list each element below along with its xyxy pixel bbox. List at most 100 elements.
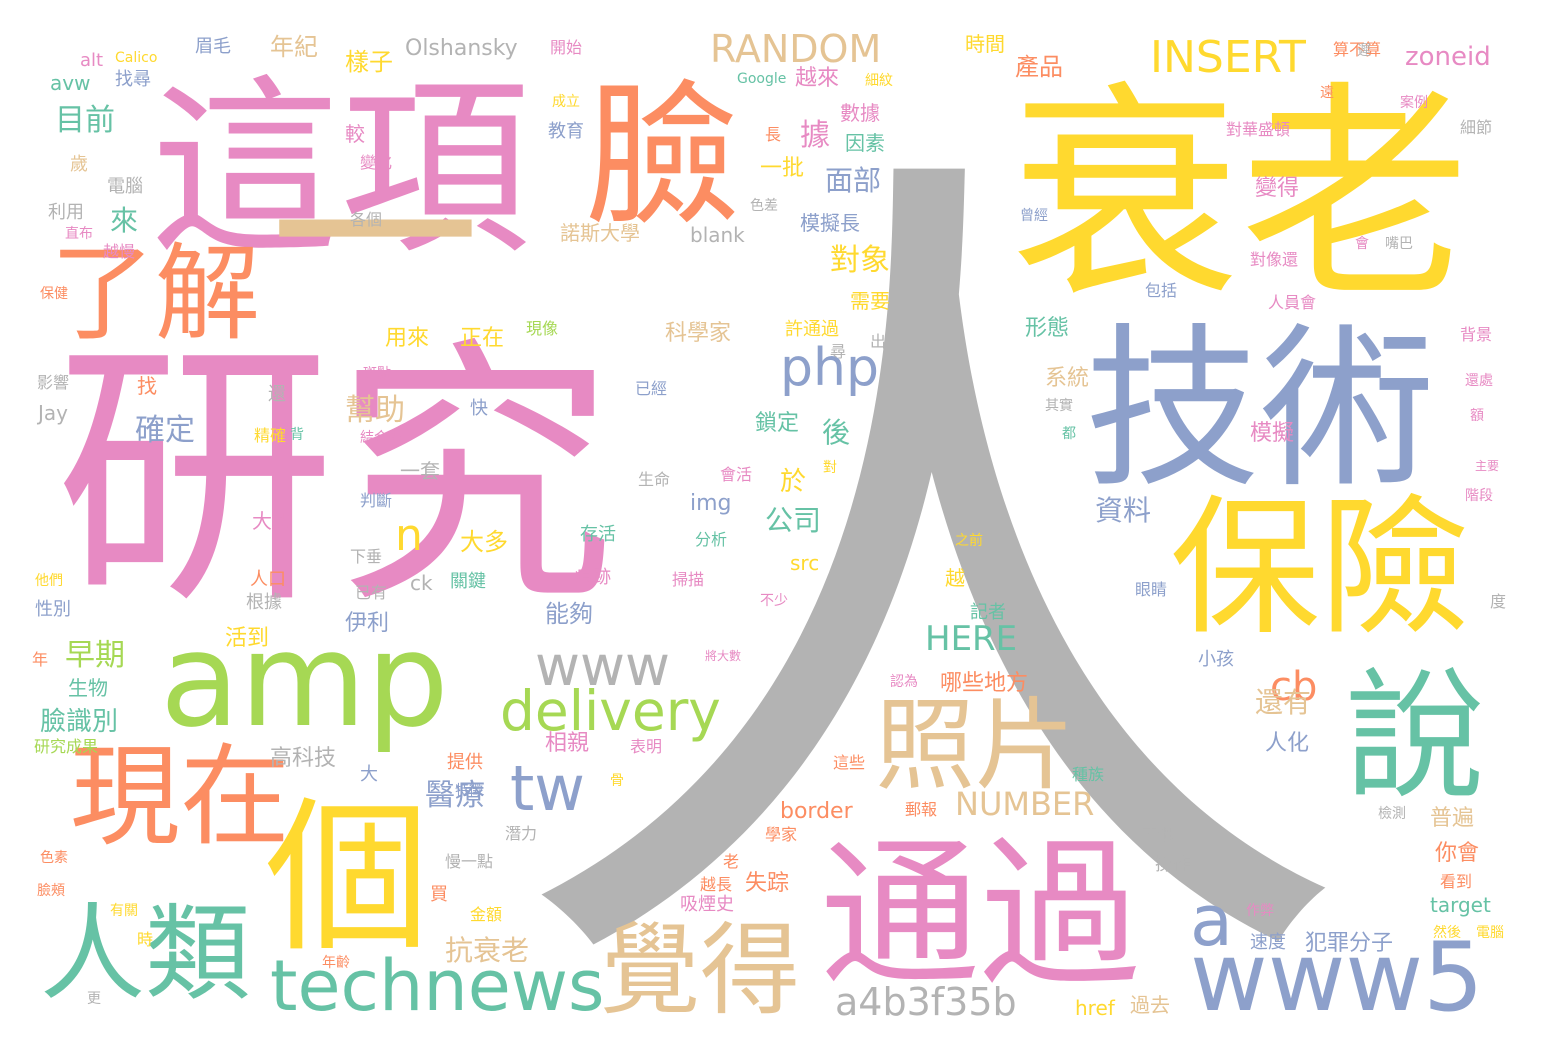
word-w157: 電腦 <box>1476 925 1504 941</box>
word-www: www <box>535 634 670 698</box>
word-w38: 對象 <box>830 243 890 278</box>
word-w121: 一套 <box>400 459 440 483</box>
word-w167: 出 <box>870 332 886 351</box>
word-w110: 算不算 <box>1333 40 1381 59</box>
word-n: n <box>395 510 423 561</box>
word-w32: 目前 <box>55 103 115 138</box>
word-w133: 買 <box>430 884 448 905</box>
word-w96: 越慢 <box>103 242 135 261</box>
word-w181: 精確 <box>254 426 286 445</box>
word-w197: 遠 <box>1320 85 1334 101</box>
word-w195: 對 <box>823 460 837 476</box>
word-ck: ck <box>410 571 433 595</box>
word-w116: 背景 <box>1460 325 1492 344</box>
word-w37: 面部 <box>825 164 881 197</box>
word-w134: 提供 <box>447 752 483 773</box>
word-random: RANDOM <box>710 27 881 71</box>
word-w180: 結合來 <box>360 430 402 446</box>
word-www5: www5 <box>1190 923 1484 1033</box>
word-a: a <box>1190 880 1233 962</box>
word-w190: 遲 <box>1357 43 1371 59</box>
word-w88: 過去 <box>1130 993 1170 1017</box>
word-w155: 看到 <box>1440 872 1472 891</box>
word-w184: 保健 <box>40 286 68 302</box>
word-w55: 模擬 <box>1250 421 1294 446</box>
word-w152: 認為 <box>890 674 918 690</box>
word-w69: 後 <box>822 416 850 449</box>
word-w11: 通過 <box>820 821 1140 1008</box>
word-w10: 個 <box>265 782 430 974</box>
word-w124: 分析 <box>695 530 727 549</box>
word-w137: 操作 <box>1155 854 1191 875</box>
word-w112: 對華盛頓 <box>1226 120 1290 139</box>
word-w151: 郵報 <box>905 800 937 819</box>
word-w67: 活到 <box>225 626 269 651</box>
word-w194: 越長 <box>700 875 732 894</box>
word-w73: 因素 <box>845 131 885 155</box>
word-w107: 眉毛 <box>195 36 231 57</box>
word-avw: avw <box>50 71 90 95</box>
word-w111: 細節 <box>1460 118 1492 137</box>
word-w170: 主要 <box>1475 459 1499 473</box>
word-w193: 老 <box>723 852 739 871</box>
word-w128: 掃描 <box>672 570 704 589</box>
word-w68: 鎖定 <box>755 411 799 436</box>
word-w148: 大 <box>360 764 378 785</box>
word-w158: 作弊 <box>1246 903 1274 919</box>
word-w117: 眼睛 <box>1135 580 1167 599</box>
word-w57: 普遍 <box>1430 806 1474 831</box>
word-w164: 嘴巴 <box>1385 236 1413 252</box>
word-alt: alt <box>80 50 103 71</box>
word-w4: 衰老 <box>1010 63 1470 330</box>
word-w163: 曾經 <box>1020 208 1048 224</box>
word-w13: 現在 <box>70 733 290 861</box>
word-border: border <box>780 799 854 824</box>
word-w150: 這些 <box>833 753 865 772</box>
word-w144: 更 <box>87 991 101 1007</box>
word-w35: 醫療 <box>425 778 485 813</box>
word-w95: 歲 <box>70 154 88 175</box>
word-w104: 生物 <box>68 676 108 700</box>
word-w119: 記者 <box>970 602 1006 623</box>
word-w94: 電腦 <box>107 176 143 197</box>
word-cb: cb <box>1270 664 1317 710</box>
word-w156: 然後 <box>1433 924 1461 941</box>
word-w173: 度 <box>1490 592 1506 611</box>
word-w154: 檢測 <box>1378 805 1406 822</box>
word-w61: 犯罪分子 <box>1305 931 1393 956</box>
word-w102: 根據 <box>246 592 282 613</box>
word-w172: 之前 <box>955 532 983 549</box>
word-w33: 臉識別 <box>40 707 118 737</box>
word-w93: 利用 <box>48 202 84 223</box>
word-a4b3f35b: a4b3f35b <box>835 980 1017 1024</box>
word-img: img <box>690 491 732 516</box>
word-olshansky: Olshansky <box>405 36 518 61</box>
word-w105: 年 <box>32 650 48 669</box>
word-w185: 直布 <box>65 225 93 242</box>
word-w106: 研究成果 <box>34 737 98 756</box>
word-w1: 研究 <box>55 316 615 642</box>
word-w75: 一批 <box>760 156 804 181</box>
word-w100: 大概 <box>252 509 292 533</box>
word-w65: 能夠 <box>545 600 593 628</box>
word-w63: 相親 <box>545 731 589 756</box>
word-w43: 還有 <box>1255 686 1311 719</box>
word-w84: 高科技 <box>270 746 336 771</box>
word-w160: 細紋 <box>865 73 893 89</box>
word-w56: 變得 <box>1255 176 1299 201</box>
word-w45: 樣子 <box>345 48 393 76</box>
word-target: target <box>1430 893 1491 917</box>
word-amp: amp <box>160 604 449 756</box>
word-w136: 種族 <box>1072 765 1104 784</box>
word-w130: 已有 <box>355 583 387 602</box>
word-w174: 不少 <box>760 593 788 609</box>
word-w48: 據 <box>800 118 830 153</box>
word-php: php <box>780 338 879 398</box>
word-w127: 痕跡 <box>575 567 611 588</box>
word-w89: 速度 <box>1250 932 1286 953</box>
word-w36: 抗衰老 <box>445 934 529 967</box>
word-w166: 尋 <box>830 342 846 361</box>
word-w76: 需要 <box>850 289 890 313</box>
word-w12: 了解 <box>50 233 260 355</box>
